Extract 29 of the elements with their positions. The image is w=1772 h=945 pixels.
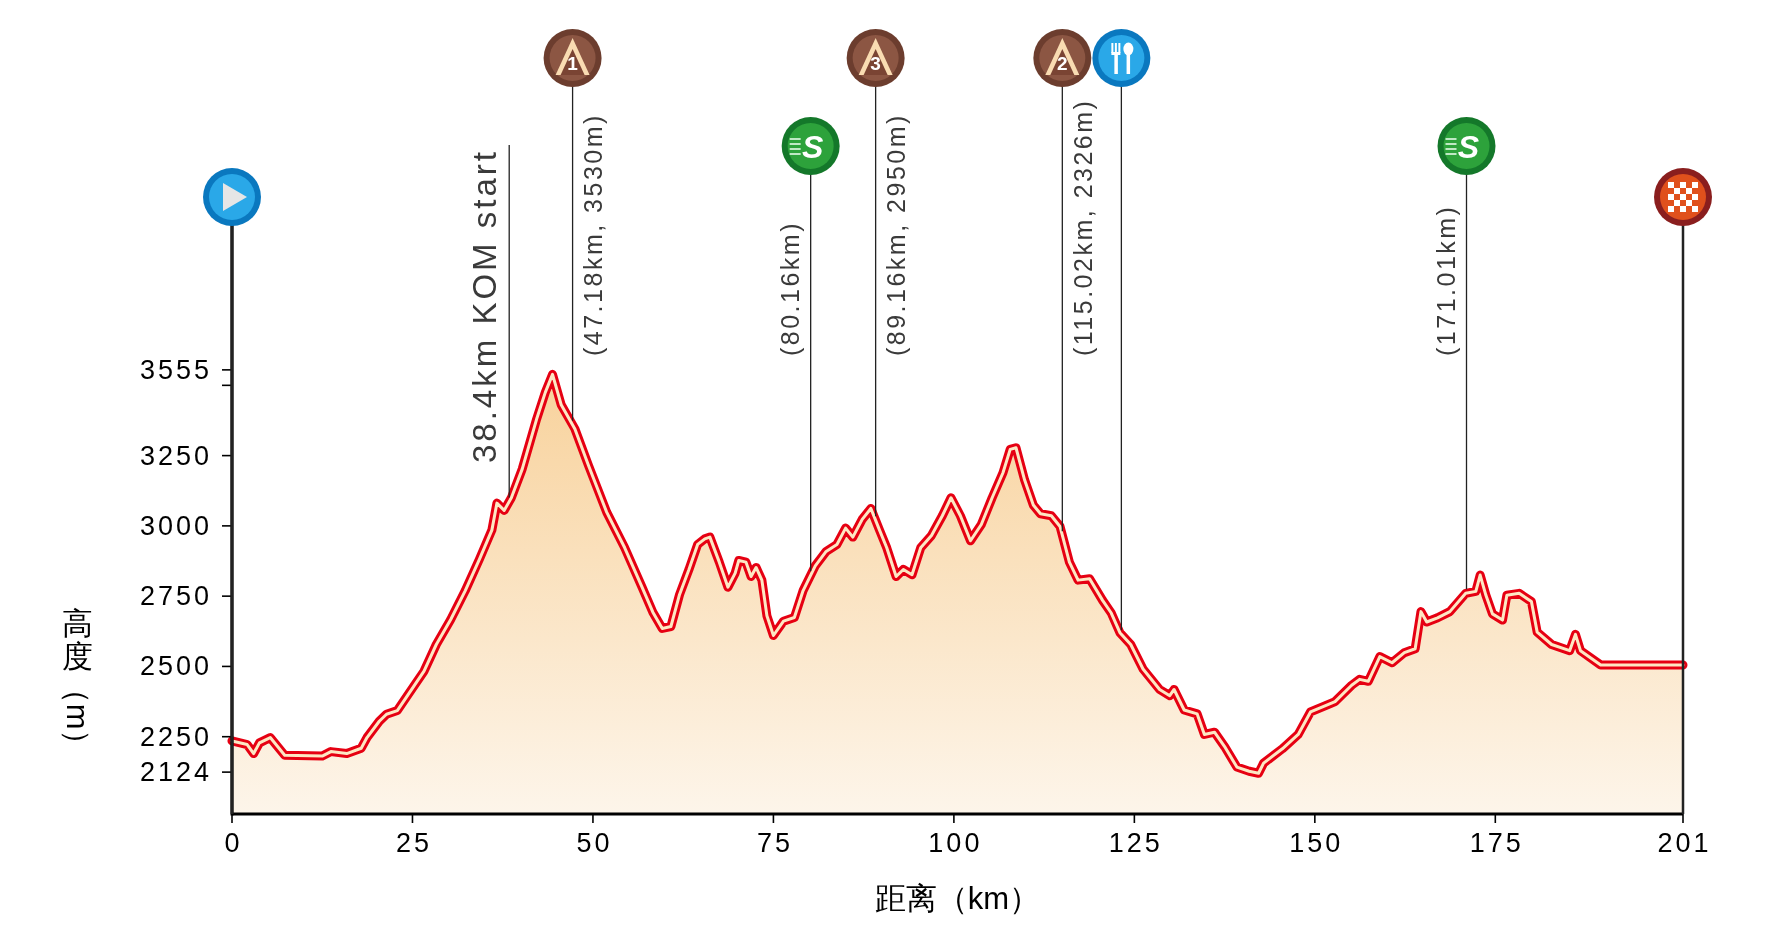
xtick-label: 50 [576, 828, 613, 858]
annotation: S [802, 129, 824, 165]
ref-line-label: (80.16km) [775, 220, 804, 356]
ytick-label: 2500 [139, 651, 212, 682]
ytick-label: 3555 [139, 354, 212, 385]
ytick-label: 3000 [139, 510, 212, 541]
xtick-label: 125 [1108, 828, 1163, 858]
xtick-label: 75 [756, 828, 793, 858]
ref-line-label: (47.18km, 3530m) [579, 113, 608, 356]
ytick-label: 2124 [139, 757, 212, 788]
annotation: S [1457, 129, 1480, 165]
ytick-label: 2250 [139, 721, 212, 752]
ytick-label: 2750 [139, 581, 212, 612]
ref-line-label: (89.16km, 2950m) [882, 113, 911, 356]
annotation: 3 [870, 52, 881, 74]
xtick-label: 0 [224, 828, 243, 858]
ytick-label: 3250 [139, 440, 212, 471]
xtick-label: 100 [928, 828, 983, 858]
xtick-label: 201 [1657, 828, 1712, 858]
ref-line-label: (115.02km, 2326m) [1069, 98, 1098, 356]
ref-line-label: 38.4km KOM start [465, 149, 503, 463]
ylabel: 高度（m） [59, 606, 95, 761]
annotation: 1 [567, 52, 578, 74]
xtick-label: 175 [1469, 828, 1524, 858]
xtick-label: 150 [1289, 828, 1344, 858]
xtick-label: 25 [395, 828, 432, 858]
annotation: 2 [1057, 52, 1068, 74]
xlabel: 距离（km） [874, 880, 1041, 916]
ref-line-label: (171.01km) [1431, 204, 1460, 356]
